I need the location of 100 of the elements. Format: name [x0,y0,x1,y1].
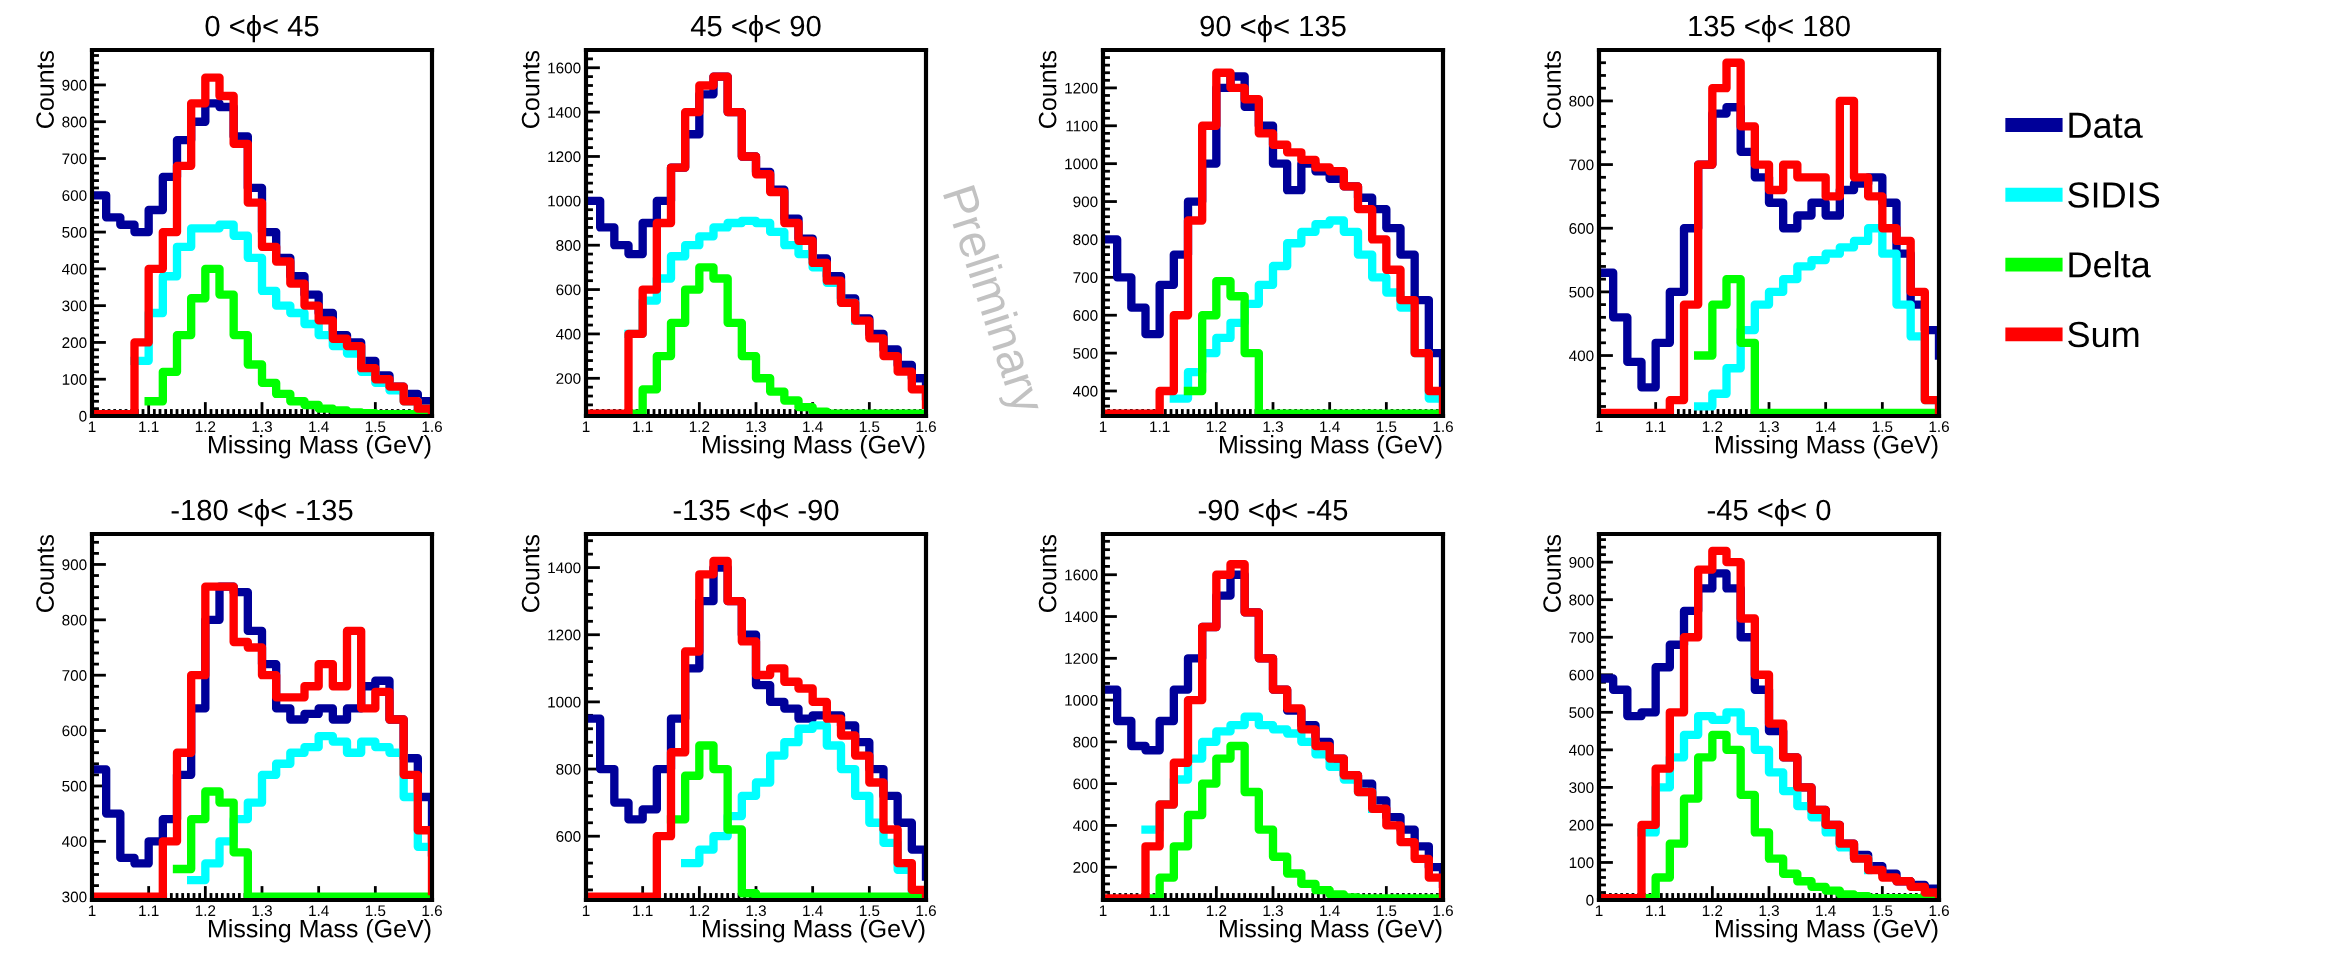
x-tick-label: 1.3 [746,421,766,433]
y-tick-label: 400 [1569,350,1594,362]
y-axis-title: Counts [36,534,54,612]
y-tick-label: 400 [62,836,87,847]
x-tick-label: 1.6 [1433,421,1453,433]
y-tick-label: 200 [556,373,581,384]
x-tick-label: 1 [88,905,96,916]
x-tick-label: 1 [582,905,590,916]
y-tick-label: 1000 [548,195,581,207]
y-tick-label: 600 [1569,669,1594,681]
x-tick-label: 1 [1099,905,1107,916]
y-tick-label: 700 [1569,632,1594,643]
y-tick-label: 900 [62,79,87,91]
y-axis-title: Counts [1543,50,1561,128]
chart-title: -45 <ϕ< 0 [1707,498,1831,527]
x-tick-label: 1.5 [859,905,880,917]
x-tick-label: 1.4 [309,905,329,916]
x-tick-label: 1.5 [1376,905,1397,917]
x-tick-label: 1.3 [252,905,272,917]
y-tick-label: 300 [62,300,87,312]
y-tick-label: 1400 [548,106,581,118]
x-tick-label: 1.5 [365,421,386,433]
y-tick-label: 500 [1569,707,1594,718]
x-tick-label: 1.2 [1206,905,1227,916]
x-tick-label: 1.5 [1872,905,1893,917]
y-tick-label: 600 [62,190,87,201]
x-tick-label: 1.1 [139,421,159,432]
y-tick-label: 800 [1569,95,1594,107]
y-tick-label: 900 [1073,196,1098,208]
x-tick-label: 1.3 [1263,905,1283,917]
y-axis-title: Counts [1038,534,1057,612]
y-tick-label: 500 [62,226,87,238]
y-tick-label: 400 [1073,820,1098,832]
x-tick-label: 1 [1099,421,1107,432]
x-tick-label: 1.4 [803,905,823,916]
x-tick-label: 1.6 [1929,905,1949,917]
x-tick-label: 1.6 [916,905,936,917]
chart-title: 45 <ϕ< 90 [690,14,821,43]
y-tick-label: 1200 [1065,653,1098,664]
y-tick-label: 800 [62,116,87,128]
y-tick-label: 1100 [1066,120,1098,132]
x-tick-label: 1.2 [1206,421,1227,432]
chart-title: 0 <ϕ< 45 [205,14,319,43]
x-axis-title: Missing Mass (GeV) [1220,435,1442,459]
y-tick-label: 0 [1586,894,1594,906]
y-axis-title: Counts [521,534,540,612]
y-axis-title: Counts [1038,50,1057,128]
y-tick-label: 500 [1073,347,1098,359]
y-tick-label: 1600 [1065,569,1098,581]
x-tick-label: 1.5 [365,905,386,917]
y-tick-label: 700 [62,153,87,165]
chart-title: 90 <ϕ< 135 [1200,14,1346,43]
y-tick-label: 600 [1073,310,1098,321]
x-axis-title: Missing Mass (GeV) [703,435,925,459]
x-tick-label: 1.6 [916,421,936,433]
x-axis-title: Missing Mass (GeV) [1716,435,1938,459]
x-tick-label: 1.2 [689,421,710,432]
y-tick-label: 500 [62,780,87,792]
y-tick-label: 600 [1073,778,1098,790]
x-tick-label: 1 [1595,905,1603,916]
legend-label: Sum [2068,321,2139,348]
x-tick-label: 1.2 [195,905,216,916]
y-tick-label: 700 [1073,272,1098,284]
x-tick-label: 1 [88,421,96,432]
legend-label: Data [2069,112,2143,139]
x-axis-title: Missing Mass (GeV) [1716,919,1938,943]
x-tick-label: 1.1 [1150,421,1170,432]
y-tick-label: 1000 [1065,694,1098,706]
x-tick-label: 1.6 [422,905,442,917]
x-tick-label: 1.6 [422,421,442,433]
y-tick-label: 1200 [548,151,581,163]
x-tick-label: 1.3 [1759,905,1779,917]
x-tick-label: 1.3 [252,421,272,433]
x-tick-label: 1.2 [1702,421,1723,432]
chart-title: -90 <ϕ< -45 [1198,498,1348,527]
y-tick-label: 100 [62,374,87,385]
x-tick-label: 1.5 [1872,421,1893,433]
x-axis-title: Missing Mass (GeV) [209,435,431,459]
y-tick-label: 900 [1569,557,1594,568]
x-tick-label: 1.6 [1929,421,1949,433]
y-tick-label: 1000 [1065,158,1098,170]
y-tick-label: 800 [1073,234,1098,246]
y-axis-title: Counts [1543,534,1561,612]
x-tick-label: 1 [582,421,590,432]
y-tick-label: 600 [556,831,581,842]
x-tick-label: 1.4 [1816,905,1836,916]
chart-title: -135 <ϕ< -90 [673,498,839,527]
y-tick-label: 200 [1569,819,1594,831]
y-tick-label: 500 [1569,286,1594,298]
y-tick-label: 400 [1073,385,1098,397]
y-axis-title: Counts [36,50,54,128]
x-tick-label: 1.4 [309,421,329,432]
y-tick-label: 400 [1569,744,1594,756]
y-tick-label: 600 [62,725,87,737]
y-tick-label: 400 [62,263,87,275]
y-tick-label: 700 [1569,159,1594,171]
x-tick-label: 1.2 [689,905,710,916]
x-tick-label: 1.1 [139,905,159,916]
y-tick-label: 1000 [548,696,581,708]
y-tick-label: 1200 [1065,82,1098,94]
